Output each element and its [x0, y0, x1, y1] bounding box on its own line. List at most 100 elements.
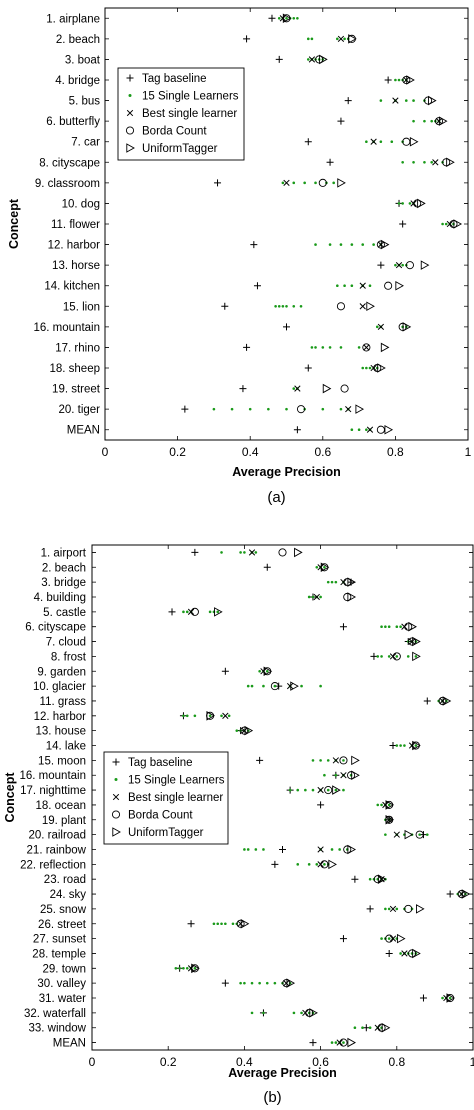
y-tick-label: 16. mountain — [20, 770, 87, 782]
circle-marker — [347, 771, 356, 780]
y-tick-label: 15. moon — [38, 755, 86, 767]
y-tick-label: 17. nighttime — [20, 785, 86, 797]
x-marker — [317, 786, 324, 794]
single-learner-point — [310, 346, 314, 349]
x-marker — [317, 846, 324, 853]
plus-marker — [191, 548, 199, 556]
plus-marker — [384, 76, 392, 84]
single-learner-point — [326, 788, 330, 792]
x-tick-label: 0.8 — [388, 1055, 405, 1069]
circle-marker — [340, 384, 349, 393]
single-learner-point — [390, 140, 394, 144]
single-learner-point — [395, 655, 399, 658]
plus-marker — [283, 323, 290, 331]
single-learner-point — [230, 407, 234, 411]
single-learner-point — [372, 243, 375, 246]
legend-entry: 15 Single Learners — [142, 91, 239, 103]
x-marker — [283, 980, 290, 987]
x-tick-label: 0.4 — [242, 445, 259, 459]
single-learner-point — [285, 407, 288, 411]
single-learner-point — [384, 907, 387, 911]
circle-marker — [190, 607, 199, 616]
x-marker — [370, 138, 377, 145]
single-learner-point — [401, 202, 404, 205]
circle-marker — [339, 756, 348, 765]
circle-marker — [405, 261, 414, 270]
single-learner-point — [368, 1026, 372, 1030]
y-tick-label: 7. car — [71, 137, 100, 149]
single-learner-point — [425, 833, 429, 836]
triangle-right-marker — [347, 592, 357, 602]
x-tick-label: 1 — [470, 1055, 474, 1069]
single-learner-point — [248, 407, 252, 411]
single-learner-point — [220, 714, 223, 718]
single-learner-point — [185, 967, 189, 970]
single-learner-point — [444, 222, 448, 226]
y-tick-label: 24. sky — [50, 889, 87, 901]
x-marker — [392, 97, 399, 104]
y-tick-label: 10. dog — [62, 198, 100, 210]
triangle-right-marker — [214, 607, 223, 617]
plus-marker — [256, 756, 264, 764]
single-learner-point — [357, 346, 361, 349]
single-learner-point — [285, 304, 288, 308]
x-marker — [283, 179, 290, 187]
x-marker — [458, 890, 465, 898]
plus-marker — [370, 652, 378, 660]
plus-marker — [279, 845, 286, 853]
y-tick-label: 31. water — [39, 993, 86, 1005]
single-learner-point — [326, 580, 330, 584]
circle-marker — [318, 178, 327, 187]
series-borda-count — [190, 548, 466, 1047]
y-tick-label: 21. rainbow — [27, 844, 87, 856]
x-marker — [248, 549, 256, 556]
triangle-right-marker — [453, 219, 463, 229]
plus-marker — [293, 426, 301, 434]
y-tick-label: 17. rhino — [55, 342, 100, 354]
y-tick-label: 30. valley — [37, 978, 86, 990]
circle-marker — [385, 934, 394, 943]
legend-box — [117, 67, 245, 161]
single-learner-point — [395, 744, 399, 747]
triangle-right-marker — [347, 1037, 357, 1048]
legend: Tag baseline 15 Single Learners Best singl… — [117, 67, 245, 161]
y-tick-label: 18. ocean — [35, 800, 86, 812]
single-learner-point — [430, 160, 434, 164]
single-learner-point — [336, 284, 339, 288]
plus-marker — [243, 343, 251, 351]
single-learner-point — [212, 922, 216, 926]
circle-marker — [392, 652, 401, 661]
x-marker — [340, 772, 347, 779]
x-tick-label: 0 — [102, 445, 109, 459]
single-learner-point — [220, 551, 223, 554]
triangle-right-marker — [438, 116, 448, 126]
x-marker — [294, 385, 301, 392]
single-learner-point — [330, 848, 334, 851]
single-learner-point — [330, 1041, 334, 1044]
x-tick-label: 0.2 — [169, 445, 186, 459]
single-learner-point — [292, 16, 296, 20]
single-learner-point — [339, 407, 343, 411]
y-axis-label: Concept — [3, 772, 17, 823]
plus-marker — [339, 935, 347, 943]
single-learner-point — [281, 181, 285, 185]
single-learner-point — [292, 181, 296, 185]
single-learner-point — [292, 304, 296, 308]
plus-marker — [419, 994, 427, 1002]
y-tick-label: 2. beach — [56, 34, 100, 46]
triangle-right-marker — [408, 621, 417, 632]
legend-entry: 15 Single Learners — [128, 775, 225, 787]
legend-entry: Tag baseline — [128, 757, 193, 769]
y-tick-label: MEAN — [53, 1038, 86, 1050]
triangle-right-marker — [206, 711, 216, 721]
y-tick-label: 29. town — [43, 963, 86, 975]
single-learner-point — [193, 714, 197, 718]
triangle-right-marker — [290, 681, 299, 691]
series-uniformtagger — [191, 547, 471, 1048]
single-learner-point — [315, 863, 319, 866]
single-learner-point — [379, 140, 383, 144]
single-learner-point — [339, 346, 343, 349]
single-learner-point — [314, 243, 317, 246]
x-marker — [237, 920, 244, 927]
plus-marker — [221, 979, 229, 987]
